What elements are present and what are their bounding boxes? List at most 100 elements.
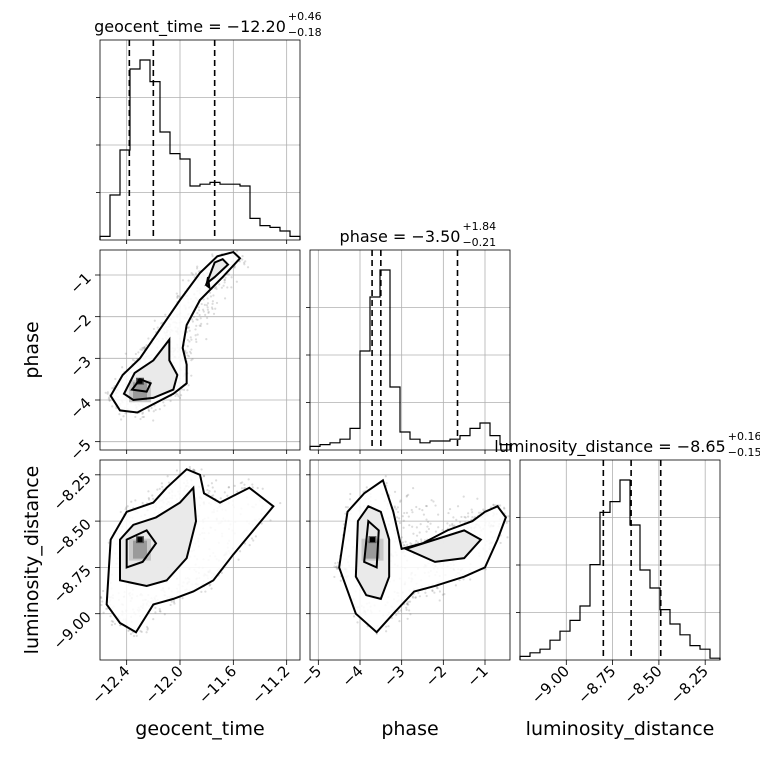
scatter-point	[407, 603, 410, 606]
panel-title-luminosity_distance: luminosity_distance = −8.65	[494, 437, 725, 457]
scatter-point	[110, 623, 114, 626]
scatter-point	[206, 308, 209, 311]
scatter-point	[134, 352, 137, 356]
scatter-point	[141, 346, 144, 350]
scatter-point	[458, 521, 462, 524]
scatter-point	[334, 565, 338, 569]
panel-frame	[309, 249, 511, 451]
scatter-point	[107, 541, 110, 544]
scatter-point	[482, 508, 485, 511]
scatter-point	[200, 468, 203, 471]
scatter-point	[431, 589, 434, 592]
scatter-point	[415, 539, 418, 543]
scatter-point	[424, 591, 427, 594]
scatter-point	[365, 486, 368, 489]
scatter-point	[106, 392, 109, 395]
scatter-point	[192, 468, 195, 471]
scatter-point	[233, 484, 236, 488]
panel-content	[100, 460, 300, 660]
scatter-point	[344, 512, 347, 515]
scatter-point	[227, 486, 231, 489]
scatter-point	[196, 333, 199, 336]
scatter-point	[421, 509, 424, 512]
contour-line-4	[204, 257, 230, 287]
scatter-point	[192, 468, 195, 471]
scatter-point	[240, 487, 244, 490]
scatter-point	[401, 541, 405, 544]
scatter-point	[473, 515, 476, 519]
scatter-point	[108, 396, 111, 399]
scatter-point	[135, 634, 138, 637]
scatter-point	[437, 513, 440, 516]
scatter-point	[411, 525, 414, 528]
scatter-point	[100, 595, 103, 599]
density-cell	[133, 540, 147, 559]
scatter-point	[190, 318, 194, 321]
scatter-point	[236, 250, 239, 253]
hist-panel-geocent_time	[96, 39, 301, 241]
scatter-point	[387, 625, 390, 628]
scatter-point	[434, 530, 438, 533]
scatter-point	[158, 408, 161, 411]
scatter-point	[420, 538, 423, 541]
scatter-point	[406, 602, 409, 605]
scatter-point	[207, 310, 210, 313]
scatter-point	[161, 485, 164, 488]
scatter-point	[186, 389, 189, 392]
scatter-point	[226, 286, 229, 289]
scatter-point	[195, 267, 199, 270]
scatter-point	[175, 292, 178, 295]
scatter-point	[214, 307, 217, 310]
y-axis-label-luminosity_distance: luminosity_distance	[21, 466, 43, 655]
scatter-point	[425, 504, 428, 508]
contour-line-1	[338, 478, 507, 634]
scatter-point	[205, 304, 208, 307]
scatter-point	[202, 475, 206, 478]
scatter-point	[434, 504, 437, 507]
scatter-point	[399, 499, 402, 502]
scatter-point	[151, 494, 154, 497]
scatter-point	[213, 287, 216, 290]
x-tick-label: −8.25	[667, 662, 712, 707]
scatter-point	[393, 490, 397, 493]
scatter-point	[152, 618, 155, 621]
scatter-point	[110, 620, 113, 623]
scatter-point	[215, 287, 218, 291]
scatter-point	[412, 532, 415, 535]
scatter-point	[431, 589, 434, 593]
scatter-point	[499, 541, 502, 545]
scatter-point	[146, 628, 149, 631]
scatter-point	[230, 286, 233, 289]
scatter-point	[145, 631, 148, 634]
scatter-point	[154, 611, 157, 614]
scatter-point	[215, 479, 218, 482]
scatter-point	[410, 508, 413, 512]
panel-title-phase: phase = −3.50	[340, 227, 461, 246]
scatter-point	[185, 351, 189, 354]
scatter-point	[125, 506, 128, 509]
scatter-point	[237, 247, 239, 249]
scatter-point	[411, 595, 414, 598]
scatter-point	[414, 596, 417, 599]
panels-layer	[96, 39, 721, 661]
density-cell	[137, 378, 143, 384]
scatter-point	[109, 615, 112, 618]
scatter-point	[202, 310, 205, 313]
scatter-point	[415, 534, 419, 537]
scatter-point	[112, 620, 115, 623]
scatter-point	[476, 497, 479, 500]
scatter-point	[224, 276, 227, 279]
scatter-point	[134, 499, 137, 502]
scatter-point	[243, 483, 246, 486]
scatter-point	[162, 401, 165, 404]
scatter-point	[130, 500, 133, 503]
scatter-point	[451, 522, 454, 526]
scatter-point	[426, 520, 430, 523]
scatter-point	[406, 602, 409, 606]
scatter-point	[211, 486, 214, 489]
panel-geocent_time-vs-phase	[99, 247, 301, 451]
scatter-point	[443, 593, 446, 596]
scatter-point	[118, 624, 122, 627]
title-upper-error: +0.16	[728, 430, 760, 443]
scatter-point	[427, 527, 431, 531]
